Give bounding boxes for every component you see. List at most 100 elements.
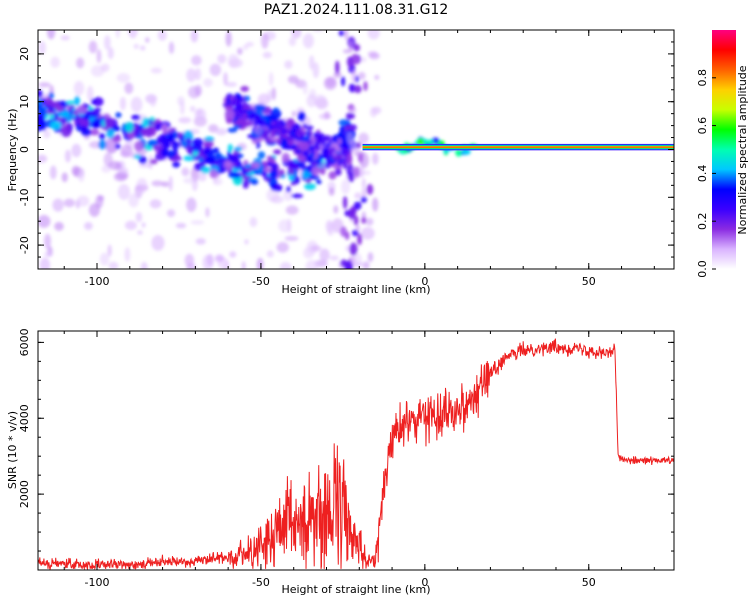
spectrogram-cell xyxy=(351,166,356,174)
spectrogram-cell xyxy=(170,156,183,161)
spectrogram-cell xyxy=(251,162,261,169)
spectrogram-cell xyxy=(140,261,148,269)
spectrogram-cell xyxy=(48,113,55,119)
spectrogram-cell xyxy=(348,40,354,54)
spectrogram-cell xyxy=(308,156,313,163)
spectrogram-cell xyxy=(49,165,57,180)
spectrogram-cell xyxy=(43,251,53,258)
spectrogram-cell xyxy=(358,132,369,145)
spectrogram-cell xyxy=(348,83,356,93)
spectrogram-cell xyxy=(279,262,292,269)
spectrogram-cell xyxy=(151,180,164,187)
spectrogram-cell xyxy=(137,230,143,235)
spectrogram-cell xyxy=(334,60,340,74)
spectrogram-cell xyxy=(76,105,87,115)
spectrogram-cell xyxy=(372,197,379,212)
spectrogram-cell xyxy=(99,252,110,266)
spectrogram-cell xyxy=(113,172,128,182)
spectrogram-cell xyxy=(203,141,214,148)
spectrogram-cell xyxy=(267,161,273,167)
spectrogram-cell xyxy=(148,139,157,146)
spectrogram-cell xyxy=(47,98,54,108)
spectrogram-cell xyxy=(186,197,197,213)
spectrogram-cell xyxy=(133,43,139,49)
spectrogram-cell xyxy=(60,126,72,138)
spectrogram-cell xyxy=(131,114,141,121)
spectrogram-cell xyxy=(269,170,276,177)
spectrogram-cell xyxy=(371,152,379,165)
spectrogram-cell xyxy=(203,78,213,87)
spectrogram-cell xyxy=(226,96,231,106)
spectrogram-cell xyxy=(198,156,204,163)
spectrogram-cell xyxy=(273,107,279,113)
spectrogram-cell xyxy=(98,133,106,140)
spectrogram-cell xyxy=(135,211,143,223)
spectrogram-cell xyxy=(369,107,377,118)
spectrogram-cell xyxy=(215,128,227,136)
spectrogram-cell xyxy=(280,128,286,135)
spectrogram-cell xyxy=(308,130,313,137)
spectrogram-cell xyxy=(61,172,68,183)
spectrogram-cell xyxy=(225,31,232,47)
spectrogram-cell xyxy=(48,92,55,99)
spectrogram-cell xyxy=(227,143,233,153)
spectrogram-cell xyxy=(60,35,70,41)
spectrogram-cell xyxy=(289,129,299,138)
spectrogram-cell xyxy=(204,136,215,141)
spectrogram-cell xyxy=(283,144,295,150)
spectrogram-cell xyxy=(284,60,293,69)
spectrogram-cell xyxy=(152,145,163,151)
spectrogram-cell xyxy=(76,57,85,69)
spectrogram-cell xyxy=(245,41,254,47)
spectrogram-cell xyxy=(244,164,253,169)
spectrogram-cell xyxy=(303,149,311,157)
spectrogram-cell xyxy=(163,140,170,150)
spectrogram-cell xyxy=(257,151,266,159)
spectrogram-cell xyxy=(332,150,338,157)
spectrogram-cell xyxy=(227,127,238,133)
spectrogram-cell xyxy=(178,117,192,124)
spectrogram-cell xyxy=(54,221,64,231)
spectrogram-x-tick-label: -50 xyxy=(252,275,270,288)
spectrogram-cell xyxy=(276,122,284,130)
spectrogram-cell xyxy=(353,201,362,210)
spectrogram-cell xyxy=(197,171,207,182)
spectrogram-cell xyxy=(118,167,129,175)
spectrogram-cell xyxy=(171,140,180,151)
spectrogram-cell xyxy=(328,187,335,196)
spectrogram-cell xyxy=(71,143,82,158)
spectrogram-cell xyxy=(166,209,176,218)
spectrogram-cell xyxy=(323,111,330,120)
spectrogram-cell xyxy=(327,226,335,236)
spectrogram-cell xyxy=(43,233,52,249)
spectrogram-cell xyxy=(96,49,102,64)
snr-panel: -100 -50 0 50 2000 4000 6000 Height of straig… xyxy=(6,328,675,596)
spectrogram-cell xyxy=(126,130,135,140)
spectrogram-cell xyxy=(425,139,434,145)
spectrogram-cell xyxy=(267,119,272,125)
spectrogram-y-tick-label: 0 xyxy=(18,146,31,153)
spectrogram-cell xyxy=(188,85,201,99)
spectrogram-cell xyxy=(191,55,202,66)
spectrogram-cell xyxy=(374,74,380,80)
spectrogram-cell xyxy=(228,154,240,164)
colorbar-tick-label: 0.4 xyxy=(696,165,709,183)
spectrogram-cell xyxy=(344,30,349,41)
spectrogram-cell xyxy=(299,160,306,170)
spectrogram-cell xyxy=(305,260,319,269)
spectrogram-cell xyxy=(74,95,80,107)
spectrogram-cell xyxy=(226,117,233,124)
spectrogram-cell xyxy=(186,68,197,83)
spectrogram-cell xyxy=(291,193,304,199)
spectrogram-cell xyxy=(242,179,250,189)
snr-x-tick-label: -100 xyxy=(85,576,110,589)
spectrogram-cell xyxy=(297,111,306,122)
spectrogram-cell xyxy=(167,132,175,143)
spectrogram-cell xyxy=(367,51,378,57)
spectrogram-cell xyxy=(38,89,43,98)
spectrogram-cell xyxy=(217,54,227,64)
spectrogram-cell xyxy=(357,233,363,246)
spectrogram-cell xyxy=(302,33,314,49)
spectrogram-cell xyxy=(365,217,374,226)
spectrogram-cell xyxy=(335,168,342,176)
